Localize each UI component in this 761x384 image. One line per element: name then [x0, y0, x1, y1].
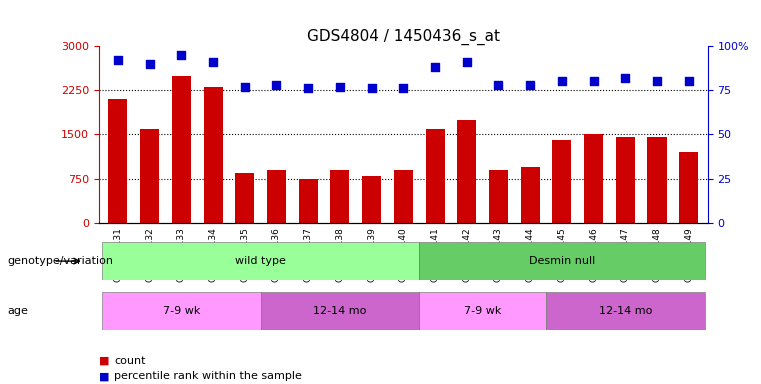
FancyBboxPatch shape — [102, 242, 419, 280]
FancyBboxPatch shape — [419, 292, 546, 330]
Point — [524, 82, 537, 88]
Bar — [584, 134, 603, 223]
Point — [429, 64, 441, 70]
Text: Desmin null: Desmin null — [529, 256, 595, 266]
Text: 12-14 mo: 12-14 mo — [599, 306, 652, 316]
Point — [365, 85, 377, 91]
Point — [556, 78, 568, 84]
FancyBboxPatch shape — [102, 292, 260, 330]
Point — [460, 59, 473, 65]
Point — [397, 85, 409, 91]
Bar — [648, 137, 667, 223]
Point — [492, 82, 505, 88]
Point — [207, 59, 219, 65]
FancyBboxPatch shape — [546, 292, 705, 330]
Text: ■: ■ — [99, 356, 110, 366]
Bar — [204, 87, 222, 223]
Text: ■: ■ — [99, 371, 110, 381]
Bar — [235, 173, 254, 223]
Text: age: age — [8, 306, 28, 316]
FancyBboxPatch shape — [419, 242, 705, 280]
Title: GDS4804 / 1450436_s_at: GDS4804 / 1450436_s_at — [307, 28, 500, 45]
Point — [112, 57, 124, 63]
Point — [334, 84, 346, 90]
Text: 7-9 wk: 7-9 wk — [163, 306, 200, 316]
Bar — [172, 76, 191, 223]
Point — [587, 78, 600, 84]
Bar — [679, 152, 699, 223]
Text: 7-9 wk: 7-9 wk — [464, 306, 501, 316]
Text: percentile rank within the sample: percentile rank within the sample — [114, 371, 302, 381]
Text: genotype/variation: genotype/variation — [8, 256, 113, 266]
Point — [175, 52, 187, 58]
Text: count: count — [114, 356, 145, 366]
Point — [302, 85, 314, 91]
Bar — [552, 140, 572, 223]
Bar — [616, 137, 635, 223]
Bar — [330, 170, 349, 223]
Bar — [362, 175, 381, 223]
Bar — [457, 120, 476, 223]
Bar — [140, 129, 159, 223]
FancyBboxPatch shape — [260, 292, 419, 330]
Text: 12-14 mo: 12-14 mo — [314, 306, 367, 316]
Bar — [394, 170, 412, 223]
Text: wild type: wild type — [235, 256, 286, 266]
Point — [270, 82, 282, 88]
Bar — [108, 99, 127, 223]
Point — [651, 78, 663, 84]
Bar — [521, 167, 540, 223]
Point — [239, 84, 251, 90]
Point — [144, 61, 156, 67]
Bar — [489, 170, 508, 223]
Bar — [267, 170, 286, 223]
Point — [683, 78, 695, 84]
Point — [619, 75, 632, 81]
Bar — [298, 179, 318, 223]
Bar — [425, 129, 444, 223]
